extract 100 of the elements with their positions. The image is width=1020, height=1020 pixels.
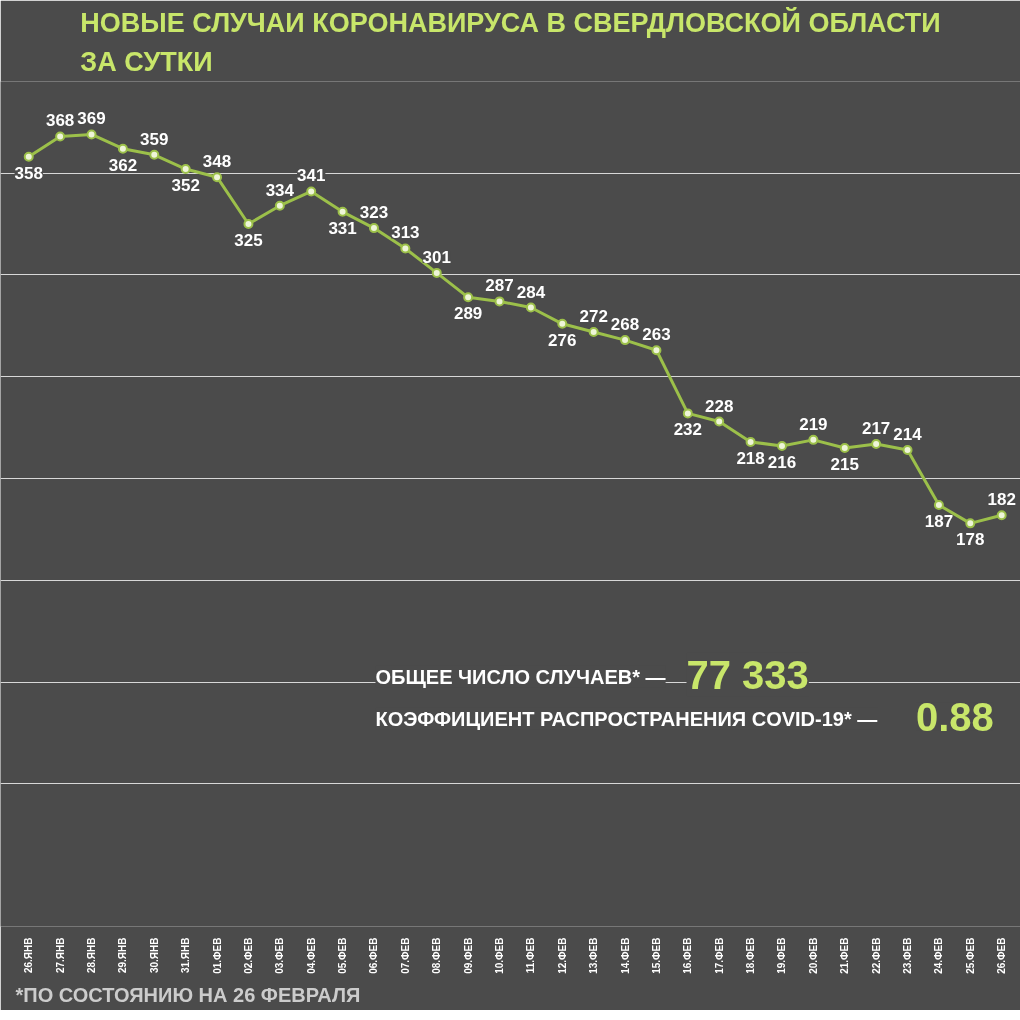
x-tick-label: 01.ФЕВ	[211, 937, 223, 974]
data-label: 313	[391, 223, 420, 243]
annotation: КОЭФФИЦИЕНТ РАСПРОСТРАНЕНИЯ COVID-19* —	[375, 707, 878, 730]
point	[23, 151, 34, 162]
x-tick-label: 23.ФЕВ	[902, 937, 914, 974]
x-tick-label: 06.ФЕВ	[368, 937, 380, 974]
data-label: 358	[14, 163, 43, 183]
point	[55, 131, 66, 142]
point	[714, 416, 725, 427]
point	[776, 440, 787, 451]
point	[400, 243, 411, 254]
point	[965, 518, 976, 529]
x-tick-label: 15.ФЕВ	[650, 937, 662, 974]
point	[525, 302, 536, 313]
data-label: 268	[610, 315, 640, 335]
point	[337, 206, 348, 217]
point	[933, 500, 944, 511]
x-tick-label: 27.ЯНВ	[54, 937, 66, 974]
point	[180, 164, 191, 175]
x-tick-label: 12.ФЕВ	[556, 937, 568, 974]
annotation: 77 333	[686, 652, 809, 697]
data-label: 331	[328, 218, 357, 238]
x-tick-label: 17.ФЕВ	[713, 937, 725, 974]
data-label: 232	[673, 420, 703, 440]
point	[996, 510, 1007, 521]
point	[808, 434, 819, 445]
x-tick-label: 16.ФЕВ	[682, 937, 694, 974]
x-tick-label: 05.ФЕВ	[337, 937, 349, 974]
x-tick-label: 10.ФЕВ	[494, 937, 506, 974]
x-tick-label: 04.ФЕВ	[305, 937, 317, 974]
x-tick-label: 26.ЯНВ	[23, 937, 35, 974]
x-tick-label: 21.ФЕВ	[839, 937, 851, 974]
x-tick-label: 13.ФЕВ	[588, 937, 600, 974]
x-tick-label: 24.ФЕВ	[933, 937, 945, 974]
point	[839, 443, 850, 453]
x-tick-label: 28.ЯНВ	[86, 937, 98, 974]
data-label: 348	[202, 152, 232, 172]
x-tick-label: 07.ФЕВ	[399, 937, 411, 974]
data-label: 362	[108, 155, 138, 175]
point	[243, 219, 254, 230]
point	[620, 335, 631, 346]
data-label: 359	[140, 129, 169, 149]
x-tick-label: 25.ФЕВ	[964, 937, 976, 974]
data-label: 219	[799, 414, 828, 434]
point	[682, 408, 693, 419]
data-label: 214	[893, 425, 923, 445]
x-tick-label: 31.ЯНВ	[180, 937, 192, 974]
data-label: 369	[77, 109, 106, 129]
point	[212, 172, 223, 183]
x-tick-label: 18.ФЕВ	[745, 937, 757, 974]
x-tick-label: 30.ЯНВ	[148, 937, 160, 974]
x-tick-label: 03.ФЕВ	[274, 937, 286, 974]
data-label: 228	[705, 396, 734, 416]
data-label: 352	[171, 176, 200, 196]
x-tick-label: 29.ЯНВ	[117, 937, 129, 974]
x-tick-label: 08.ФЕВ	[431, 937, 443, 974]
data-label: 215	[830, 455, 859, 475]
data-label: 187	[924, 512, 954, 532]
x-tick-label: 02.ФЕВ	[242, 937, 254, 974]
point	[117, 143, 128, 154]
annotation: ОБЩЕЕ ЧИСЛО СЛУЧАЕВ* —	[375, 665, 666, 688]
data-label: 289	[453, 304, 483, 324]
data-label: 276	[548, 330, 577, 350]
point	[149, 149, 160, 160]
point	[557, 318, 568, 329]
point	[306, 186, 317, 197]
data-label: 218	[736, 448, 765, 468]
point	[745, 436, 756, 447]
data-label: 323	[359, 203, 389, 223]
data-label: 263	[642, 325, 671, 345]
data-label: 216	[767, 452, 797, 472]
data-label: 368	[45, 111, 75, 131]
data-label: 182	[987, 490, 1016, 510]
data-label: 178	[956, 530, 985, 550]
point	[274, 200, 285, 211]
x-tick-label: 11.ФЕВ	[525, 937, 537, 974]
x-tick-label: 22.ФЕВ	[870, 937, 882, 974]
x-tick-label: 14.ФЕВ	[619, 937, 631, 974]
x-tick-label: 09.ФЕВ	[462, 937, 474, 974]
x-tick-label: 20.ФЕВ	[807, 937, 819, 974]
data-label: 284	[516, 282, 546, 302]
data-label: 334	[265, 180, 295, 200]
point	[902, 445, 913, 456]
data-label: 301	[422, 247, 451, 267]
chart-title: НОВЫЕ СЛУЧАИ КОРОНАВИРУСА В СВЕРДЛОВСКОЙ ОБЛАСТИ ЗА СУТКИ	[80, 6, 941, 77]
point	[431, 267, 442, 278]
point	[871, 438, 882, 449]
data-label: 325	[234, 231, 263, 251]
x-tick-label: 26.ФЕВ	[996, 937, 1008, 974]
point	[588, 326, 599, 337]
point	[494, 296, 505, 307]
data-label: 341	[297, 166, 326, 186]
x-tick-label: 19.ФЕВ	[776, 937, 788, 974]
data-label: 272	[579, 306, 608, 326]
annotation: 0.88	[916, 694, 994, 739]
point	[651, 345, 662, 356]
data-label: 217	[861, 418, 891, 438]
text: *ПО СОСТОЯНИЮ НА 26 ФЕВРАЛЯ	[15, 983, 361, 1006]
data-label: 287	[485, 276, 514, 296]
point	[368, 223, 379, 234]
